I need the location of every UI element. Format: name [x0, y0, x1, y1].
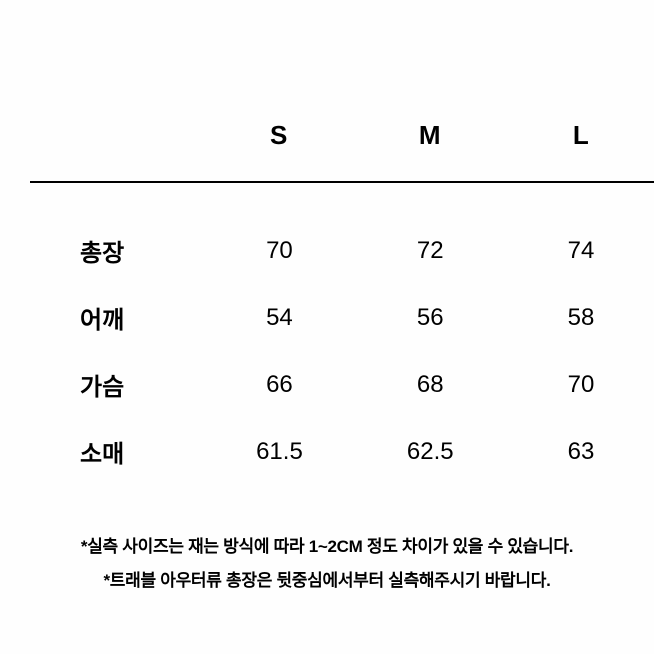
- table-row: 어깨 54 56 58: [30, 300, 654, 335]
- footnote-line: *실측 사이즈는 재는 방식에 따라 1~2CM 정도 차이가 있을 수 있습니…: [0, 530, 654, 564]
- cell-value: 58: [508, 304, 654, 332]
- cell-value: 70: [206, 237, 352, 265]
- row-label-shoulder: 어깨: [30, 300, 206, 335]
- cell-value: 63: [508, 438, 654, 466]
- row-label-length: 총장: [30, 233, 206, 268]
- cell-value: 54: [206, 304, 352, 332]
- column-header-m: M: [352, 120, 508, 151]
- header-spacer: [30, 120, 206, 151]
- table-row: 소매 61.5 62.5 63: [30, 434, 654, 469]
- size-chart-table: S M L 총장 70 72 74 어깨 54 56 58 가슴 66 68 7…: [0, 120, 654, 501]
- table-header-row: S M L: [30, 120, 654, 183]
- cell-value: 62.5: [352, 438, 508, 466]
- cell-value: 70: [508, 371, 654, 399]
- cell-value: 56: [352, 304, 508, 332]
- row-label-chest: 가슴: [30, 367, 206, 402]
- table-row: 총장 70 72 74: [30, 233, 654, 268]
- table-body: 총장 70 72 74 어깨 54 56 58 가슴 66 68 70 소매 6…: [30, 233, 654, 469]
- row-label-sleeve: 소매: [30, 434, 206, 469]
- footnotes: *실측 사이즈는 재는 방식에 따라 1~2CM 정도 차이가 있을 수 있습니…: [0, 530, 654, 598]
- cell-value: 74: [508, 237, 654, 265]
- table-row: 가슴 66 68 70: [30, 367, 654, 402]
- cell-value: 72: [352, 237, 508, 265]
- cell-value: 61.5: [206, 438, 352, 466]
- cell-value: 66: [206, 371, 352, 399]
- cell-value: 68: [352, 371, 508, 399]
- footnote-line: *트래블 아우터류 총장은 뒷중심에서부터 실측해주시기 바랍니다.: [0, 564, 654, 598]
- column-header-l: L: [508, 120, 654, 151]
- column-header-s: S: [206, 120, 352, 151]
